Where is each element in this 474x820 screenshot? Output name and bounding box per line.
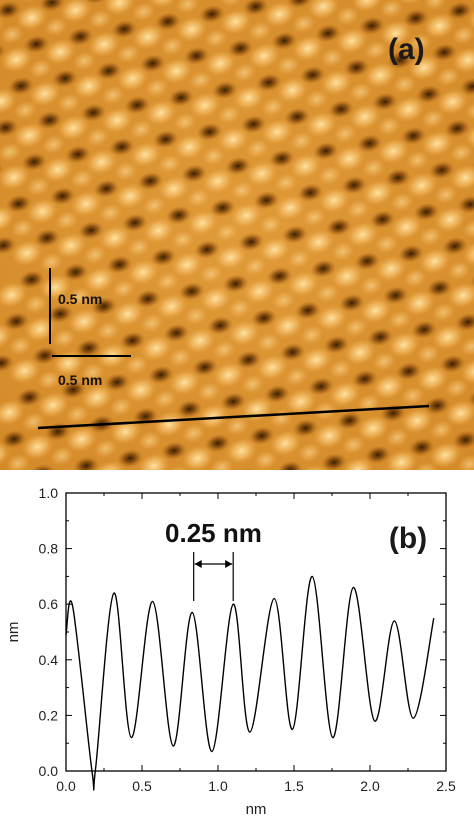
profile-cut-line: [37, 404, 430, 430]
y-tick-label: 0.4: [39, 652, 59, 668]
x-tick-label: 0.5: [132, 778, 152, 794]
y-tick-label: 0.2: [39, 707, 59, 723]
spacing-annotation: [193, 552, 234, 601]
x-tick-label: 2.5: [436, 778, 456, 794]
x-tick-label: 1.0: [208, 778, 228, 794]
x-tick-label: 2.0: [360, 778, 380, 794]
spacing-annotation-label: 0.25 nm: [165, 518, 262, 548]
y-tick-label: 0.8: [39, 541, 59, 557]
panel-b-label: (b): [389, 522, 427, 555]
spacing-arrowhead-left: [194, 560, 202, 568]
spacing-arrowhead-right: [225, 560, 233, 568]
line-profile-plot: 0.0 0.2 0.4 0.6 0.8 1.0 0.0 0.5 1.0 1.5 2.0 2.5 nm nm…: [5, 485, 456, 818]
x-tick-label: 1.5: [284, 778, 304, 794]
x-tick-label: 0.0: [56, 778, 76, 794]
stm-dark-spots: [0, 0, 474, 470]
line-profile-chart: 0.0 0.2 0.4 0.6 0.8 1.0 0.0 0.5 1.0 1.5 2.0 2.5 nm nm…: [0, 470, 474, 820]
stm-image-panel: (a) 0.5 nm 0.5 nm: [0, 0, 474, 470]
stm-image: [0, 0, 474, 470]
panel-a-label: (a): [388, 33, 425, 66]
stm-bright-spots: [0, 0, 474, 470]
vertical-scale-bar-label: 0.5 nm: [58, 291, 103, 307]
y-tick-label: 1.0: [39, 485, 59, 501]
axis-ticks: [65, 492, 447, 772]
x-axis-label: nm: [246, 801, 267, 818]
y-tick-label: 0.6: [39, 596, 59, 612]
horizontal-scale-bar-label: 0.5 nm: [58, 372, 103, 388]
y-axis-label: nm: [5, 622, 22, 643]
y-tick-label: 0.0: [39, 763, 59, 779]
profile-line: [65, 575, 435, 791]
